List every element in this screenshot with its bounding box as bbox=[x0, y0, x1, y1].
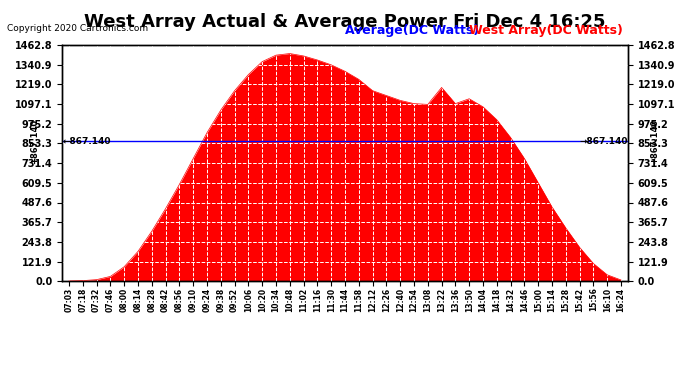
Text: +867.140: +867.140 bbox=[651, 118, 660, 164]
Text: West Array(DC Watts): West Array(DC Watts) bbox=[469, 24, 623, 38]
Text: +867.140: +867.140 bbox=[30, 118, 39, 164]
Text: West Array Actual & Average Power Fri Dec 4 16:25: West Array Actual & Average Power Fri De… bbox=[84, 13, 606, 31]
Text: Average(DC Watts): Average(DC Watts) bbox=[345, 24, 479, 38]
Text: →867.140: →867.140 bbox=[580, 137, 628, 146]
Text: ←867.140: ←867.140 bbox=[62, 137, 110, 146]
Text: Copyright 2020 Cartronics.com: Copyright 2020 Cartronics.com bbox=[7, 24, 148, 33]
